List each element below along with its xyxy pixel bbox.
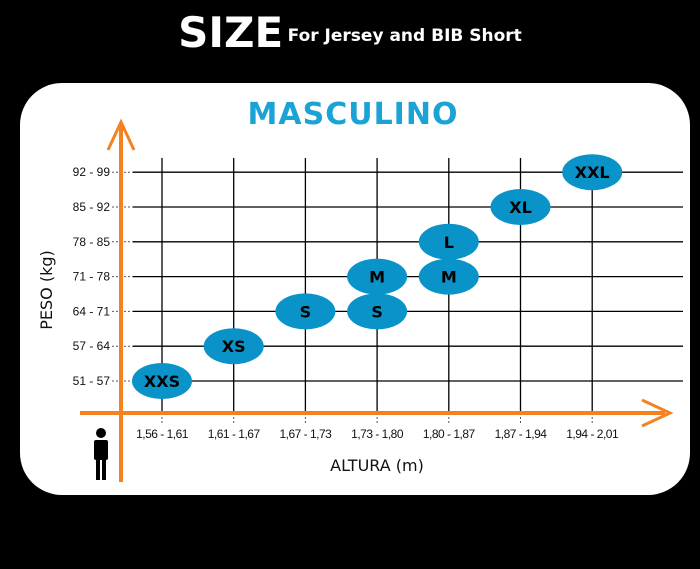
size-label: M [369, 268, 385, 287]
size-label: S [371, 302, 383, 321]
size-label: L [444, 233, 454, 252]
y-axis-label: PESO (kg) [37, 250, 56, 330]
size-bubble-s [347, 293, 408, 330]
x-tick-label: 1,80 - 1,87 [423, 427, 476, 441]
x-tick-label: 1,87 - 1,94 [495, 427, 548, 441]
y-tick-label: 85 - 92 [73, 200, 111, 214]
y-tick-label: 92 - 99 [73, 165, 111, 179]
y-tick-label: 57 - 64 [73, 339, 111, 353]
header-subtitle: For Jersey and BIB Short [287, 26, 522, 46]
size-bubble-xxs [132, 363, 192, 399]
y-tick-label: 64 - 71 [73, 304, 111, 318]
x-tick-label: 1,61 - 1,67 [208, 427, 261, 441]
x-tick-label: 1,56 - 1,61 [136, 427, 189, 441]
x-tick-label: 1,94 - 2,01 [566, 427, 619, 441]
y-tick-label: 71 - 78 [73, 270, 111, 284]
size-label: XXS [144, 372, 180, 391]
y-axis-arrow [106, 118, 136, 151]
size-label: S [300, 302, 312, 321]
size-bubble-s [275, 293, 336, 330]
size-label: XL [509, 198, 532, 217]
chart-title: MASCULINO [248, 97, 459, 132]
size-bubble-m [418, 258, 479, 295]
chart-panel [20, 83, 690, 495]
size-bubble-xl [490, 189, 551, 225]
x-tick-label: 1,73 - 1,80 [351, 427, 404, 441]
size-bubble-xs [203, 328, 264, 365]
size-bubble-l [418, 223, 479, 260]
size-label: M [441, 268, 457, 287]
x-axis-arrow [641, 398, 674, 428]
size-bubble-xxl [562, 154, 623, 191]
header-title: SIZE [178, 8, 284, 57]
x-axis-label: ALTURA (m) [330, 456, 424, 475]
header: SIZE For Jersey and BIB Short [0, 8, 700, 57]
x-tick-label: 1,67 - 1,73 [279, 427, 332, 441]
person-icon [94, 428, 108, 480]
size-label: XS [222, 337, 246, 356]
y-tick-label: 51 - 57 [73, 374, 111, 388]
size-label: XXL [575, 163, 610, 182]
y-tick-label: 78 - 85 [73, 235, 111, 249]
size-bubble-m [347, 258, 408, 295]
